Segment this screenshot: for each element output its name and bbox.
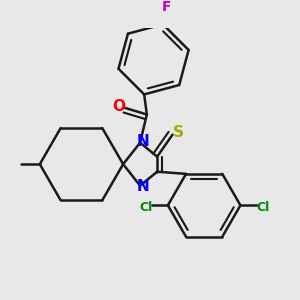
Text: N: N bbox=[137, 179, 150, 194]
Text: F: F bbox=[161, 0, 171, 14]
Text: S: S bbox=[173, 125, 184, 140]
Text: N: N bbox=[137, 134, 150, 149]
Text: Cl: Cl bbox=[257, 201, 270, 214]
Text: O: O bbox=[112, 99, 125, 114]
Text: Cl: Cl bbox=[139, 201, 152, 214]
